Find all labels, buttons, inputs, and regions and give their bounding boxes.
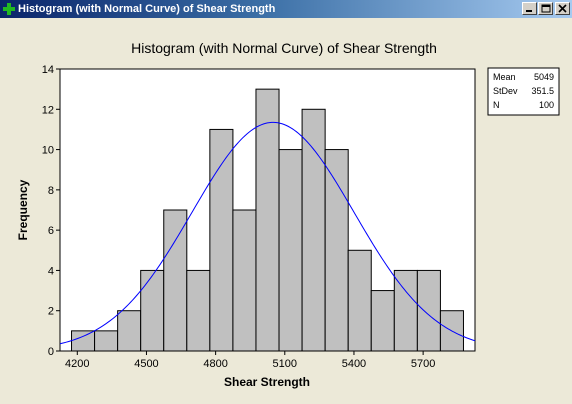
close-button[interactable] (555, 2, 570, 15)
plus-icon (3, 3, 15, 15)
maximize-icon (541, 4, 551, 13)
close-icon (558, 4, 567, 13)
stats-value: 5049 (534, 72, 554, 82)
y-tick-label: 12 (42, 104, 54, 116)
minimize-icon (526, 10, 532, 12)
histogram-bar (255, 88, 280, 352)
stats-value: 351.5 (531, 86, 554, 96)
maximize-button[interactable] (538, 2, 553, 15)
histogram-chart: Histogram (with Normal Curve) of Shear S… (16, 40, 560, 389)
histogram-bar (140, 269, 165, 352)
x-tick-label: 5100 (273, 358, 297, 370)
histogram-bar (278, 149, 303, 352)
histogram-bar (209, 128, 234, 352)
x-tick-label: 5700 (411, 358, 435, 370)
stats-value: 100 (539, 100, 554, 110)
x-tick-label: 4200 (65, 358, 89, 370)
histogram-bar (347, 249, 372, 352)
x-tick-label: 5400 (342, 358, 366, 370)
histogram-bar (393, 269, 418, 352)
y-tick-label: 2 (48, 306, 54, 318)
stats-label: StDev (493, 86, 518, 96)
histogram-bar (163, 209, 188, 352)
histogram-bar (416, 269, 441, 352)
title-bar[interactable]: Histogram (with Normal Curve) of Shear S… (0, 0, 572, 18)
histogram-bar (186, 269, 211, 352)
x-axis-label: Shear Strength (224, 375, 310, 389)
y-tick-label: 6 (48, 225, 54, 237)
y-tick-label: 8 (48, 185, 54, 197)
histogram-bar (94, 330, 119, 352)
stats-label: Mean (493, 72, 516, 82)
y-axis-label: Frequency (16, 179, 30, 240)
stats-label: N (493, 100, 500, 110)
normal-curve (59, 121, 476, 345)
histogram-bar (117, 310, 142, 352)
stats-legend-box (487, 67, 560, 116)
histogram-bar (301, 108, 326, 352)
x-tick-label: 4800 (203, 358, 227, 370)
y-tick-label: 0 (48, 346, 54, 358)
y-tick-label: 14 (42, 64, 54, 76)
histogram-bar (71, 330, 96, 352)
window-title: Histogram (with Normal Curve) of Shear S… (18, 3, 276, 15)
x-tick-label: 4500 (134, 358, 158, 370)
minimize-button[interactable] (522, 2, 537, 15)
chart-title: Histogram (with Normal Curve) of Shear S… (131, 40, 437, 56)
histogram-bar (324, 149, 349, 352)
histogram-bar (232, 209, 257, 352)
stats-legend: Mean 5049 StDev 351.5 N 100 (487, 67, 560, 116)
y-tick-label: 4 (48, 265, 54, 277)
histogram-bar (370, 290, 395, 352)
y-tick-label: 10 (42, 145, 54, 157)
